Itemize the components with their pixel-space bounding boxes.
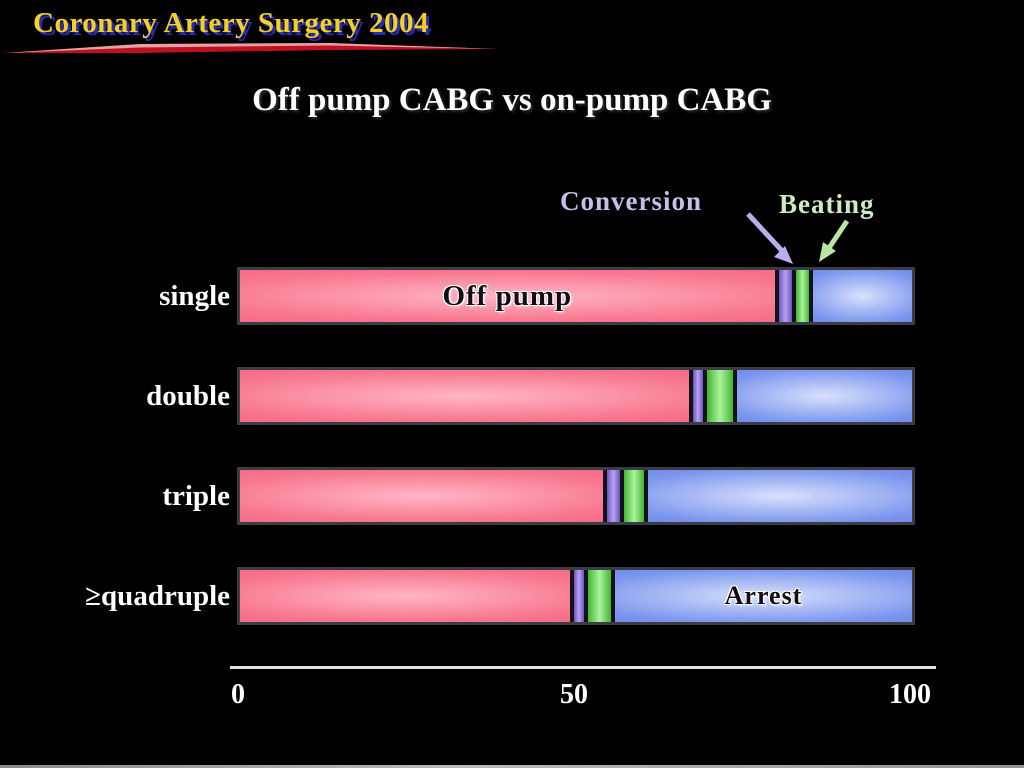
x-axis-line bbox=[230, 666, 936, 669]
category-label-quadruple: ≥quadruple bbox=[85, 579, 230, 612]
bar-row-double: double bbox=[0, 367, 915, 425]
category-label-triple: triple bbox=[162, 479, 230, 512]
arrest-inline-label: Arrest bbox=[724, 581, 803, 610]
arrest-segment bbox=[737, 370, 913, 422]
bar-row-quadruple: ≥quadruple Arrest bbox=[0, 567, 915, 625]
conversion-arrow-icon bbox=[746, 212, 793, 264]
conversion-callout-label: Conversion bbox=[560, 186, 703, 216]
bar-row-single: single Off pump bbox=[0, 267, 915, 325]
offpump-segment bbox=[240, 370, 689, 422]
x-tick-100: 100 bbox=[889, 679, 931, 710]
conversion-segment bbox=[692, 370, 703, 422]
bar-track: Arrest bbox=[237, 567, 915, 625]
arrest-segment: Arrest bbox=[615, 570, 912, 622]
header-title: Coronary Artery Surgery 2004 bbox=[33, 7, 430, 39]
beating-callout-label: Beating bbox=[779, 189, 875, 219]
arrest-segment bbox=[648, 470, 912, 522]
bar-track: Off pump bbox=[237, 267, 915, 325]
bar-row-triple: triple bbox=[0, 467, 915, 525]
category-label-single: single bbox=[159, 279, 230, 312]
offpump-segment bbox=[240, 470, 603, 522]
conversion-segment bbox=[574, 570, 584, 622]
category-label-double: double bbox=[146, 379, 230, 412]
beating-segment bbox=[587, 570, 611, 622]
x-tick-0: 0 bbox=[231, 679, 245, 710]
callout-arrows bbox=[746, 212, 850, 264]
bar-track bbox=[237, 367, 915, 425]
offpump-inline-label: Off pump bbox=[442, 279, 573, 312]
offpump-segment bbox=[240, 570, 570, 622]
beating-arrow-icon bbox=[819, 219, 850, 262]
swoosh-underline-icon bbox=[4, 43, 498, 53]
x-tick-50: 50 bbox=[560, 679, 588, 710]
beating-segment bbox=[624, 470, 644, 522]
offpump-segment: Off pump bbox=[240, 270, 775, 322]
beating-segment bbox=[795, 270, 809, 322]
page-title: Off pump CABG vs on-pump CABG bbox=[252, 82, 772, 118]
beating-segment bbox=[706, 370, 734, 422]
conversion-segment bbox=[607, 470, 621, 522]
bottom-border bbox=[0, 765, 1024, 768]
arrest-segment bbox=[813, 270, 912, 322]
bar-track bbox=[237, 467, 915, 525]
conversion-segment bbox=[778, 270, 792, 322]
